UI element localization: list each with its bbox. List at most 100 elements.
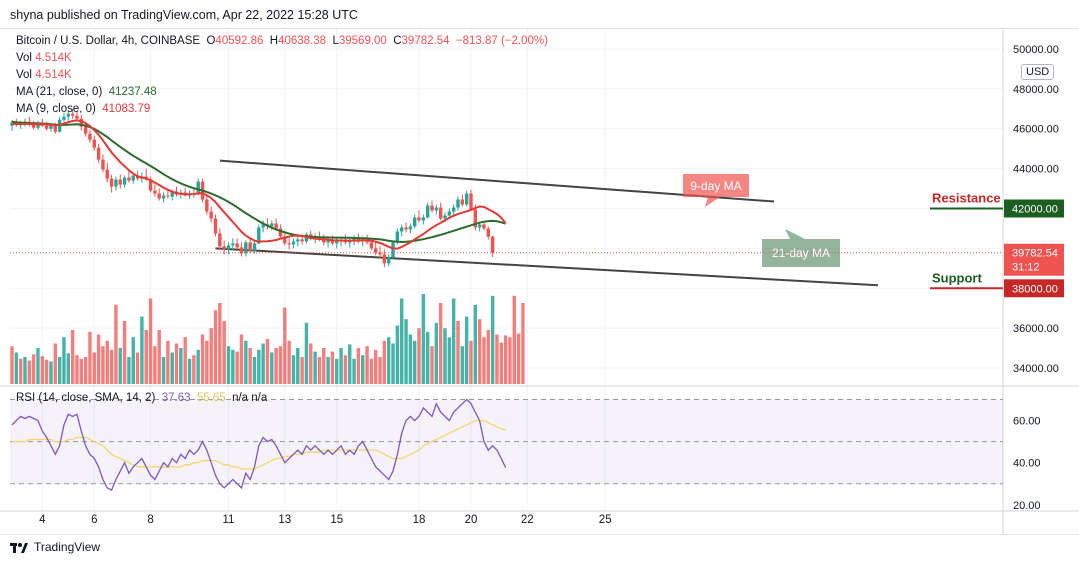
candle-body — [477, 224, 482, 228]
ma9-line — [11, 119, 507, 250]
ma21-callout-box — [762, 229, 840, 267]
candle-body — [218, 233, 222, 247]
volume-bar — [425, 331, 430, 384]
volume-bar — [101, 346, 105, 384]
candle-body — [92, 139, 96, 148]
resistance-price-tag — [1004, 199, 1064, 218]
candle — [244, 240, 248, 257]
candle — [231, 238, 235, 251]
volume-bar — [469, 340, 473, 384]
rsi-sma-line — [12, 419, 506, 470]
volume-bar — [231, 349, 235, 384]
candle — [387, 254, 391, 267]
legend-rsi: RSI (14, close, SMA, 14, 2) 37.63 55.65 … — [16, 392, 267, 404]
volume-bar — [127, 357, 131, 384]
candle-body — [460, 199, 465, 205]
volume-bar — [486, 330, 490, 384]
price-chart[interactable]: 50000.00 48000.00 46000.00 44000.00 42000.00… — [0, 29, 1079, 534]
candle-body — [400, 227, 404, 232]
volume-bar — [477, 319, 482, 384]
candle-body — [127, 177, 131, 181]
volume-bar — [192, 355, 196, 384]
current-price-label: 39782.54 — [1012, 248, 1058, 260]
volume-bar — [75, 355, 79, 384]
candle — [412, 214, 417, 229]
volume-bar — [456, 321, 460, 384]
volume-bar — [83, 357, 88, 384]
volume-bar — [118, 348, 122, 384]
candle-body — [421, 217, 426, 221]
volume-bar — [36, 348, 40, 384]
currency-button[interactable]: USD — [1021, 64, 1055, 80]
candle — [96, 143, 101, 163]
volume-bar — [304, 322, 309, 384]
ma21-callout: 21-day MA — [762, 229, 840, 267]
volume-bar — [27, 360, 32, 384]
volume-bar — [322, 348, 326, 384]
candle-body — [382, 254, 387, 264]
volume-bar — [14, 352, 19, 384]
candle — [127, 170, 131, 183]
candle-body — [261, 224, 265, 228]
volume-bar — [300, 357, 304, 384]
volume-bar — [356, 348, 361, 384]
candle — [92, 135, 96, 151]
candle — [218, 228, 222, 251]
volume-bar — [270, 352, 274, 384]
legend-rsi-value: 37.63 — [161, 392, 191, 404]
candle — [105, 162, 109, 183]
candle — [122, 175, 127, 188]
chart-frame[interactable]: 50000.00 48000.00 46000.00 44000.00 42000.00… — [0, 28, 1079, 535]
candle-body — [213, 218, 218, 234]
volume-bar — [209, 328, 213, 384]
volume-bar — [447, 337, 452, 384]
legend-h-label: H — [269, 35, 279, 47]
volume-bar — [187, 358, 192, 384]
volume-bar — [179, 348, 183, 384]
candle-body — [438, 207, 443, 219]
candle — [226, 242, 231, 255]
volume-bar — [274, 348, 278, 384]
candle-body — [296, 239, 300, 242]
volume-bar — [96, 334, 101, 384]
candle-body — [105, 169, 109, 179]
volume-bar — [135, 352, 140, 384]
countdown-label: 31:12 — [1012, 262, 1040, 274]
volume-bar — [516, 333, 521, 384]
candle-body — [83, 126, 88, 134]
tradingview-logo-icon — [10, 541, 28, 553]
volume-bar — [40, 356, 45, 384]
candle — [391, 240, 395, 260]
volume-bar — [174, 343, 179, 384]
candle-body — [274, 223, 278, 229]
candle-body — [196, 181, 200, 195]
candle-body — [205, 199, 209, 212]
candle — [205, 194, 209, 215]
volume-bar — [317, 357, 322, 384]
volume-bar — [438, 303, 443, 384]
candle-body — [209, 211, 213, 219]
candle — [343, 234, 348, 245]
volume-bar — [313, 351, 317, 384]
price-tick-label: 44000.00 — [1013, 164, 1059, 176]
candle-body — [464, 193, 469, 205]
volume-bar — [391, 343, 395, 384]
candle-body — [278, 228, 283, 237]
candle-body — [148, 179, 153, 191]
time-tick-label: 20 — [465, 514, 478, 526]
time-tick-label: 4 — [39, 514, 46, 526]
volume-bar — [196, 349, 200, 384]
legend-vol-value: 4.514K — [35, 52, 72, 64]
volume-bar — [335, 358, 339, 384]
volume-bar — [88, 331, 92, 384]
candle-body — [157, 193, 161, 199]
volume-bar — [287, 340, 291, 384]
legend-vol: Vol 4.514K — [16, 52, 72, 64]
volume-bar — [378, 357, 382, 384]
candle — [434, 204, 439, 215]
candle-body — [66, 113, 70, 117]
candle-body — [447, 211, 452, 216]
volume-bar — [490, 295, 495, 384]
candle-body — [122, 177, 127, 185]
ma9-callout: 9-day MA — [683, 174, 749, 207]
